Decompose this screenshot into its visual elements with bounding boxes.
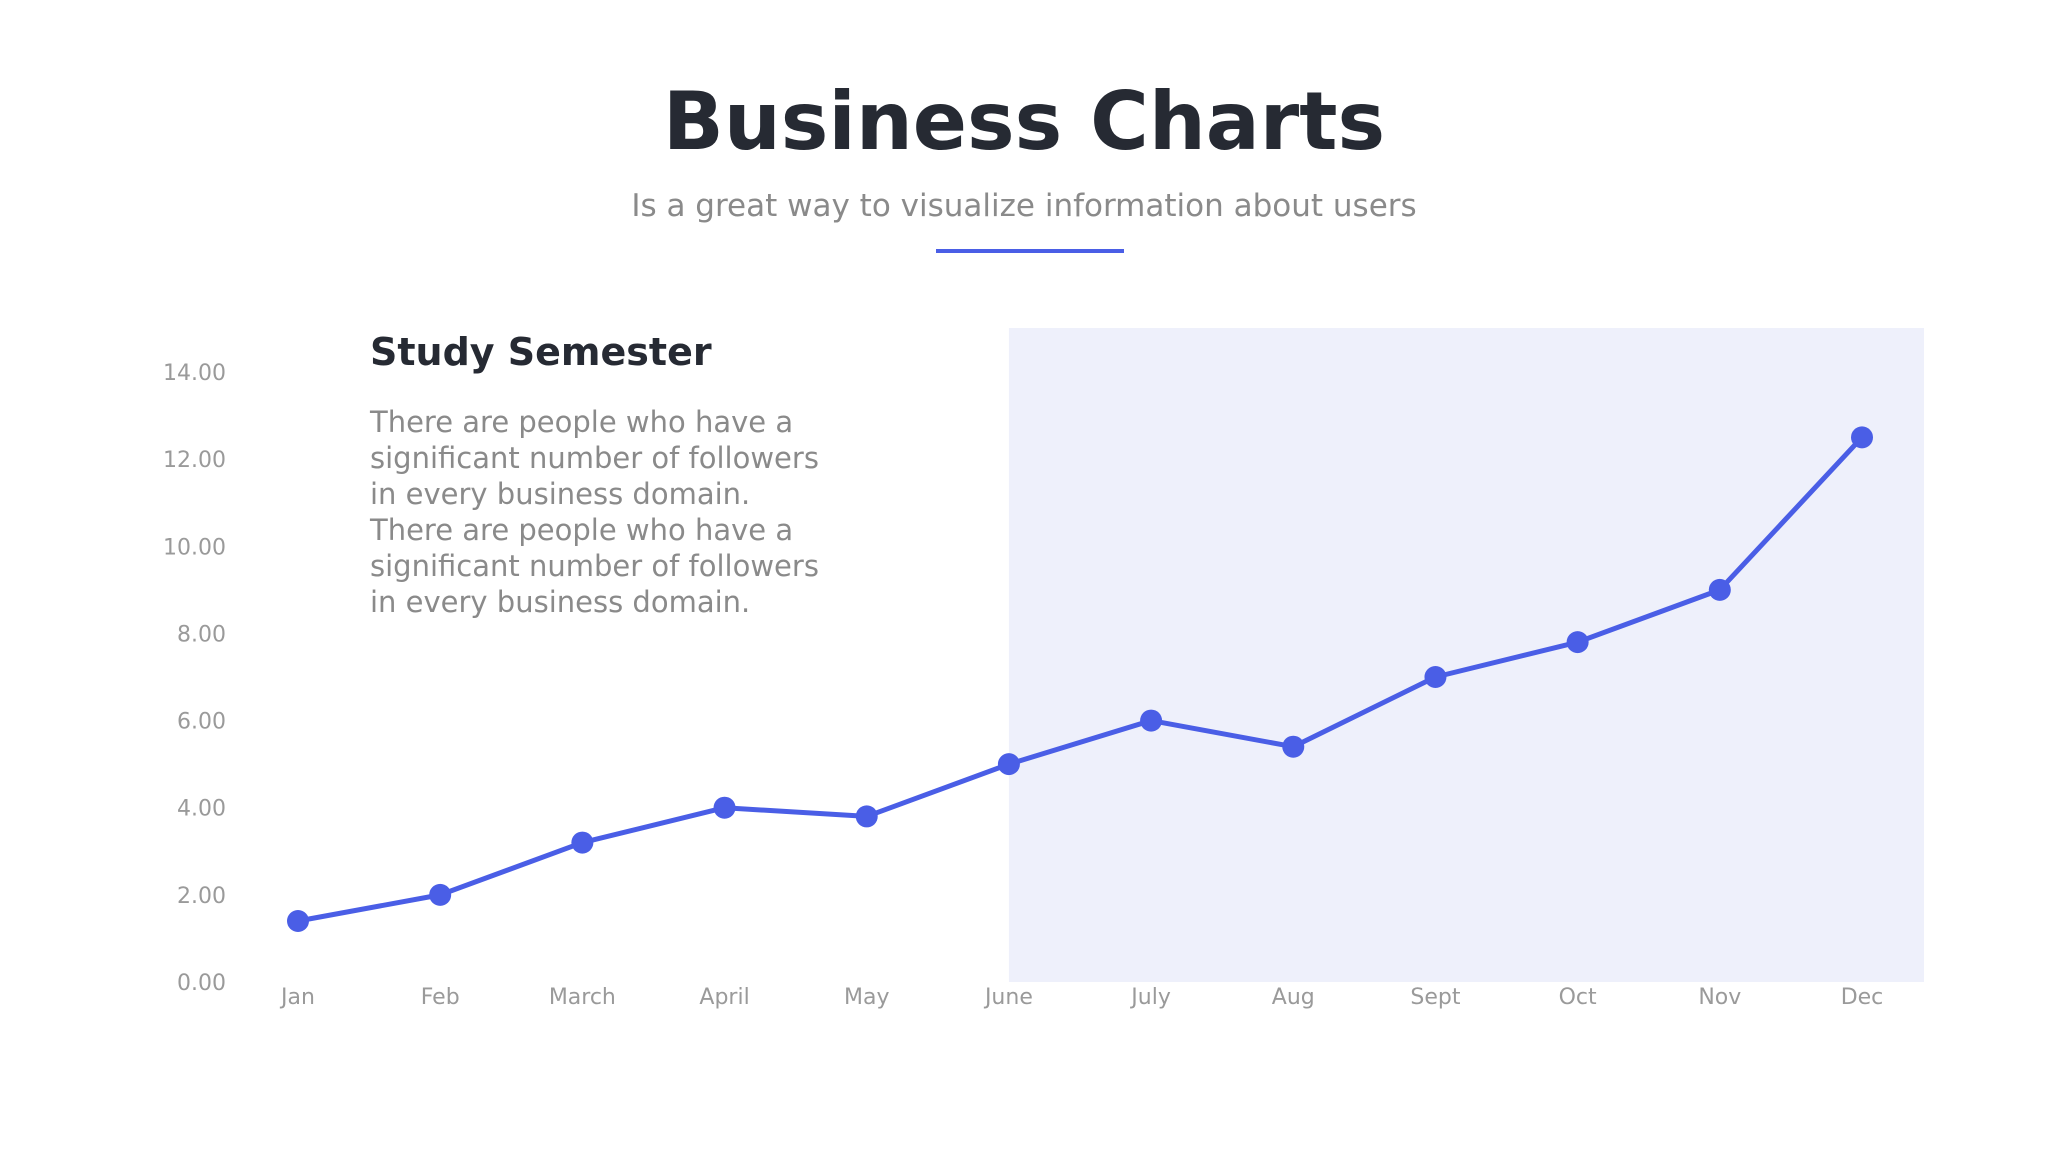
y-tick-label: 6.00	[177, 710, 226, 735]
y-tick-label: 0.00	[177, 971, 226, 996]
panel-line: significant number of followers	[370, 549, 819, 583]
x-tick-label: July	[1129, 985, 1171, 1010]
data-point	[287, 910, 309, 932]
data-point	[1282, 735, 1305, 758]
data-point	[429, 883, 452, 906]
x-tick-label: Sept	[1410, 985, 1460, 1010]
x-tick-label: April	[699, 985, 749, 1010]
x-axis-ticks: Jan Feb March April May June July Aug Sept Oct Nov…	[279, 985, 1883, 1010]
title-underline	[936, 249, 1124, 253]
slide-subtitle: Is a great way to visualize information …	[631, 188, 1417, 224]
panel-line: There are people who have a	[370, 513, 794, 547]
panel-description: There are people who have a significant …	[370, 404, 850, 620]
y-axis-ticks: 0.00 2.00 4.00 6.00 8.00 10.00 12.00 14.00	[163, 361, 226, 996]
highlight-band	[1008, 328, 1924, 982]
x-tick-label: Dec	[1841, 985, 1884, 1010]
x-tick-label: Feb	[421, 985, 460, 1010]
data-point	[997, 753, 1020, 776]
data-point	[855, 805, 878, 828]
slide-title: Business Charts	[662, 75, 1386, 168]
data-point	[571, 831, 594, 854]
series-line-layer	[295, 434, 1865, 924]
x-tick-label: Aug	[1272, 985, 1315, 1010]
x-tick-label: Oct	[1559, 985, 1597, 1010]
data-point	[1708, 578, 1731, 601]
y-tick-label: 14.00	[163, 361, 226, 386]
series-line	[295, 434, 1865, 924]
panel-line: significant number of followers	[370, 441, 819, 475]
panel-title: Study Semester	[370, 330, 712, 374]
data-point	[1424, 666, 1447, 688]
y-tick-label: 10.00	[163, 535, 226, 560]
y-tick-label: 4.00	[177, 797, 226, 822]
highlight-layer	[1008, 328, 1924, 982]
panel-line: There are people who have a	[370, 405, 794, 439]
y-tick-label: 2.00	[177, 884, 226, 909]
data-point	[713, 796, 736, 819]
data-point	[1140, 709, 1163, 732]
x-tick-label: May	[844, 985, 889, 1010]
panel-line: in every business domain.	[370, 477, 751, 511]
panel-line: in every business domain.	[370, 585, 751, 619]
x-tick-label: March	[549, 985, 616, 1010]
data-point	[1566, 631, 1589, 654]
y-tick-label: 8.00	[177, 622, 226, 647]
y-tick-label: 12.00	[163, 448, 226, 473]
x-tick-label: Jan	[279, 985, 315, 1010]
series-points	[287, 426, 1873, 932]
x-tick-label: June	[983, 985, 1033, 1010]
data-point	[1851, 426, 1873, 449]
x-tick-label: Nov	[1698, 985, 1741, 1010]
